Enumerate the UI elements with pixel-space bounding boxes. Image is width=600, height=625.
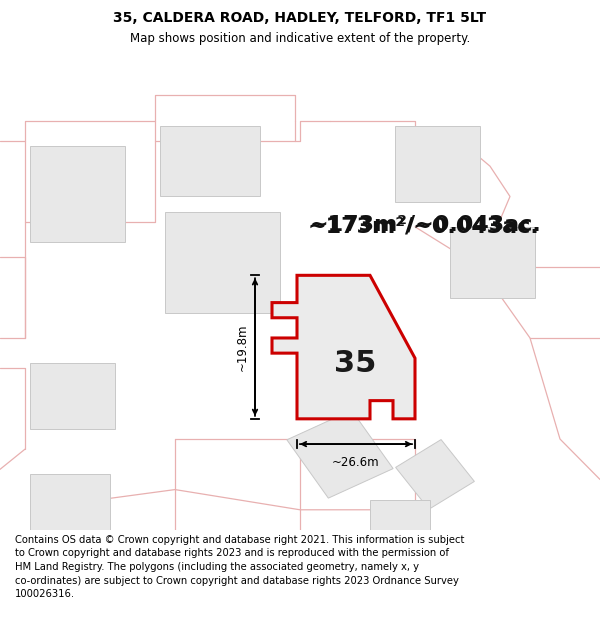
Polygon shape <box>165 212 280 312</box>
Polygon shape <box>395 439 475 509</box>
Text: 35: 35 <box>334 349 376 378</box>
Text: Map shows position and indicative extent of the property.: Map shows position and indicative extent… <box>130 32 470 45</box>
Polygon shape <box>30 146 125 242</box>
Text: ~173m²/~0.043ac.: ~173m²/~0.043ac. <box>308 217 540 237</box>
Polygon shape <box>30 363 115 429</box>
Polygon shape <box>287 410 393 498</box>
Polygon shape <box>450 227 535 298</box>
Polygon shape <box>272 276 415 419</box>
Polygon shape <box>395 126 480 201</box>
Polygon shape <box>160 126 260 196</box>
Polygon shape <box>30 474 110 535</box>
Text: ~173m²/~0.043ac.: ~173m²/~0.043ac. <box>310 215 542 235</box>
Polygon shape <box>370 499 430 540</box>
Text: 35, CALDERA ROAD, HADLEY, TELFORD, TF1 5LT: 35, CALDERA ROAD, HADLEY, TELFORD, TF1 5… <box>113 11 487 25</box>
Text: ~26.6m: ~26.6m <box>332 456 380 469</box>
Text: ~19.8m: ~19.8m <box>235 323 248 371</box>
Text: Contains OS data © Crown copyright and database right 2021. This information is : Contains OS data © Crown copyright and d… <box>15 535 464 599</box>
